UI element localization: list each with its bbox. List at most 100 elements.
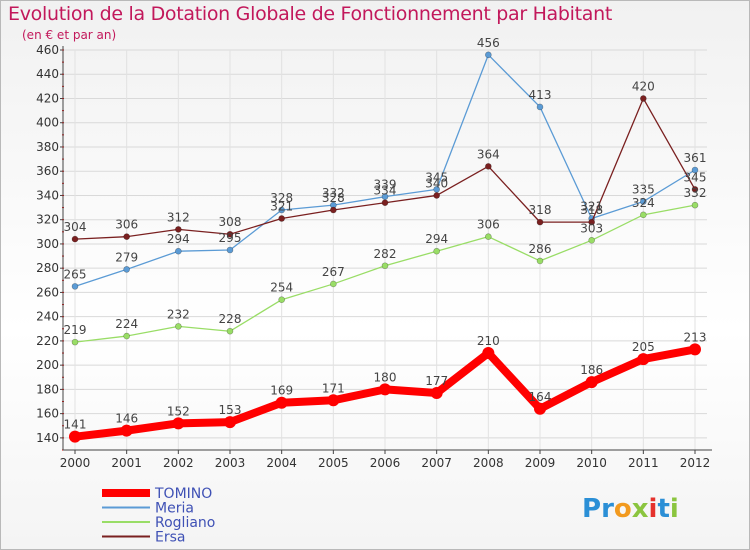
point-tomino bbox=[689, 343, 701, 356]
point-meria bbox=[175, 247, 182, 255]
data-label-tomino: 205 bbox=[632, 340, 655, 354]
point-rogliano bbox=[278, 296, 285, 303]
data-label-tomino: 180 bbox=[374, 370, 397, 384]
data-label-rogliano: 254 bbox=[270, 281, 293, 295]
point-ersa bbox=[226, 230, 234, 238]
data-label-rogliano: 294 bbox=[425, 232, 448, 246]
data-label-ersa: 420 bbox=[632, 79, 655, 93]
logo-letter: i bbox=[649, 494, 658, 524]
series-layer bbox=[69, 51, 701, 443]
data-label-meria: 294 bbox=[167, 232, 190, 246]
logo-letter: x bbox=[632, 494, 649, 524]
data-label-ersa: 318 bbox=[529, 203, 552, 217]
data-label-ersa: 321 bbox=[270, 199, 293, 213]
x-tick-label: 2007 bbox=[421, 456, 452, 470]
x-tick-label: 2006 bbox=[370, 456, 401, 470]
point-meria bbox=[433, 186, 440, 193]
x-tick-label: 2010 bbox=[576, 456, 607, 470]
point-rogliano bbox=[640, 211, 647, 219]
y-tick-label: 400 bbox=[36, 116, 59, 130]
point-meria bbox=[536, 103, 544, 111]
point-tomino bbox=[534, 402, 546, 415]
y-tick-label: 240 bbox=[36, 310, 59, 324]
chart-subtitle: (en € et par an) bbox=[22, 28, 117, 42]
point-ersa bbox=[123, 233, 130, 240]
y-tick-label: 460 bbox=[36, 43, 59, 57]
logo-letter: t bbox=[657, 494, 669, 524]
logo-letter: P bbox=[582, 494, 601, 524]
data-label-meria: 332 bbox=[322, 186, 345, 200]
data-label-rogliano: 332 bbox=[684, 186, 707, 200]
point-rogliano bbox=[175, 323, 182, 330]
y-tick-label: 300 bbox=[36, 237, 59, 251]
point-meria bbox=[640, 198, 647, 205]
data-label-tomino: 210 bbox=[477, 334, 500, 348]
y-tick-label: 180 bbox=[36, 382, 59, 396]
x-tick-label: 2011 bbox=[628, 456, 659, 470]
legend-label-meria: Meria bbox=[155, 501, 194, 517]
data-label-meria: 456 bbox=[477, 36, 500, 50]
point-meria bbox=[226, 246, 234, 254]
point-rogliano bbox=[691, 201, 699, 209]
data-label-tomino: 169 bbox=[270, 384, 293, 398]
point-ersa bbox=[278, 215, 285, 222]
data-label-tomino: 186 bbox=[580, 363, 603, 377]
point-rogliano bbox=[485, 233, 492, 240]
point-tomino bbox=[224, 416, 236, 429]
proxiti-logo: Proxiti bbox=[582, 494, 679, 524]
legend-label-rogliano: Rogliano bbox=[155, 515, 215, 531]
data-label-ersa: 364 bbox=[477, 147, 500, 161]
data-label-ersa: 308 bbox=[219, 215, 242, 229]
y-tick-label: 280 bbox=[36, 261, 59, 275]
point-rogliano bbox=[330, 280, 337, 288]
y-tick-label: 160 bbox=[36, 407, 59, 421]
data-label-ersa: 334 bbox=[374, 184, 397, 198]
x-tick-label: 2003 bbox=[215, 456, 246, 470]
data-label-tomino: 171 bbox=[322, 381, 345, 395]
point-rogliano bbox=[588, 237, 595, 244]
data-label-ersa: 306 bbox=[115, 218, 138, 232]
data-label-meria: 413 bbox=[529, 88, 552, 102]
point-meria bbox=[278, 206, 285, 214]
data-label-meria: 328 bbox=[270, 191, 293, 205]
data-label-rogliano: 267 bbox=[322, 265, 345, 279]
data-label-rogliano: 306 bbox=[477, 218, 500, 232]
x-tick-label: 2002 bbox=[163, 456, 194, 470]
y-tick-label: 260 bbox=[36, 285, 59, 299]
data-label-tomino: 146 bbox=[115, 412, 138, 426]
point-meria bbox=[123, 266, 130, 273]
data-label-tomino: 177 bbox=[425, 374, 448, 388]
point-meria bbox=[485, 51, 492, 59]
data-label-meria: 265 bbox=[64, 267, 87, 281]
data-label-rogliano: 228 bbox=[219, 312, 242, 326]
point-ersa bbox=[175, 226, 182, 233]
data-label-meria: 339 bbox=[374, 178, 397, 192]
data-label-rogliano: 282 bbox=[374, 247, 397, 261]
point-tomino bbox=[275, 396, 288, 409]
data-label-rogliano: 303 bbox=[580, 221, 603, 235]
legend-label-tomino: TOMINO bbox=[154, 486, 212, 502]
data-label-ersa: 345 bbox=[684, 170, 707, 184]
point-ersa bbox=[433, 192, 440, 199]
data-label-meria: 321 bbox=[580, 199, 603, 213]
data-label-rogliano: 286 bbox=[529, 242, 552, 256]
y-tick-label: 140 bbox=[36, 431, 59, 445]
point-ersa bbox=[640, 95, 647, 102]
data-label-rogliano: 224 bbox=[115, 317, 138, 331]
point-ersa bbox=[588, 218, 595, 226]
point-ersa bbox=[691, 186, 699, 193]
point-tomino bbox=[69, 430, 81, 443]
x-tick-label: 2012 bbox=[680, 456, 711, 470]
logo-letter: r bbox=[601, 494, 614, 524]
point-ersa bbox=[330, 206, 337, 214]
y-tick-label: 440 bbox=[36, 67, 59, 81]
point-ersa bbox=[536, 218, 544, 226]
y-tick-label: 320 bbox=[36, 213, 59, 227]
data-label-tomino: 141 bbox=[64, 418, 87, 432]
point-tomino bbox=[120, 424, 133, 437]
data-label-ersa: 340 bbox=[425, 176, 448, 190]
point-meria bbox=[381, 193, 389, 200]
